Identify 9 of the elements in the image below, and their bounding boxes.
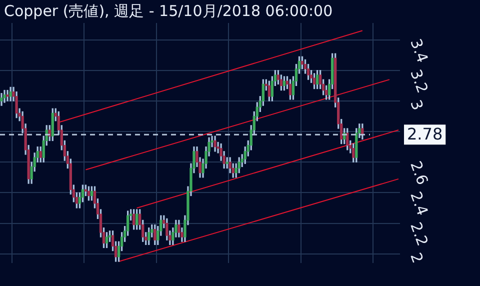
y-tick-label: 2 <box>406 250 427 266</box>
y-tick-label: 2.2 <box>406 220 432 248</box>
chart-title: Copper (売値), 週足 - 15/10月/2018 06:00:00 <box>4 2 333 21</box>
y-tick-label: 3.2 <box>406 66 432 96</box>
y-tick-label: 3.4 <box>406 36 432 65</box>
y-tick-label: 2.6 <box>406 158 432 188</box>
y-tick-label: 3 <box>406 98 427 113</box>
ref-line-label: 2.78 <box>407 124 443 144</box>
y-tick-label: 2.4 <box>406 189 432 218</box>
